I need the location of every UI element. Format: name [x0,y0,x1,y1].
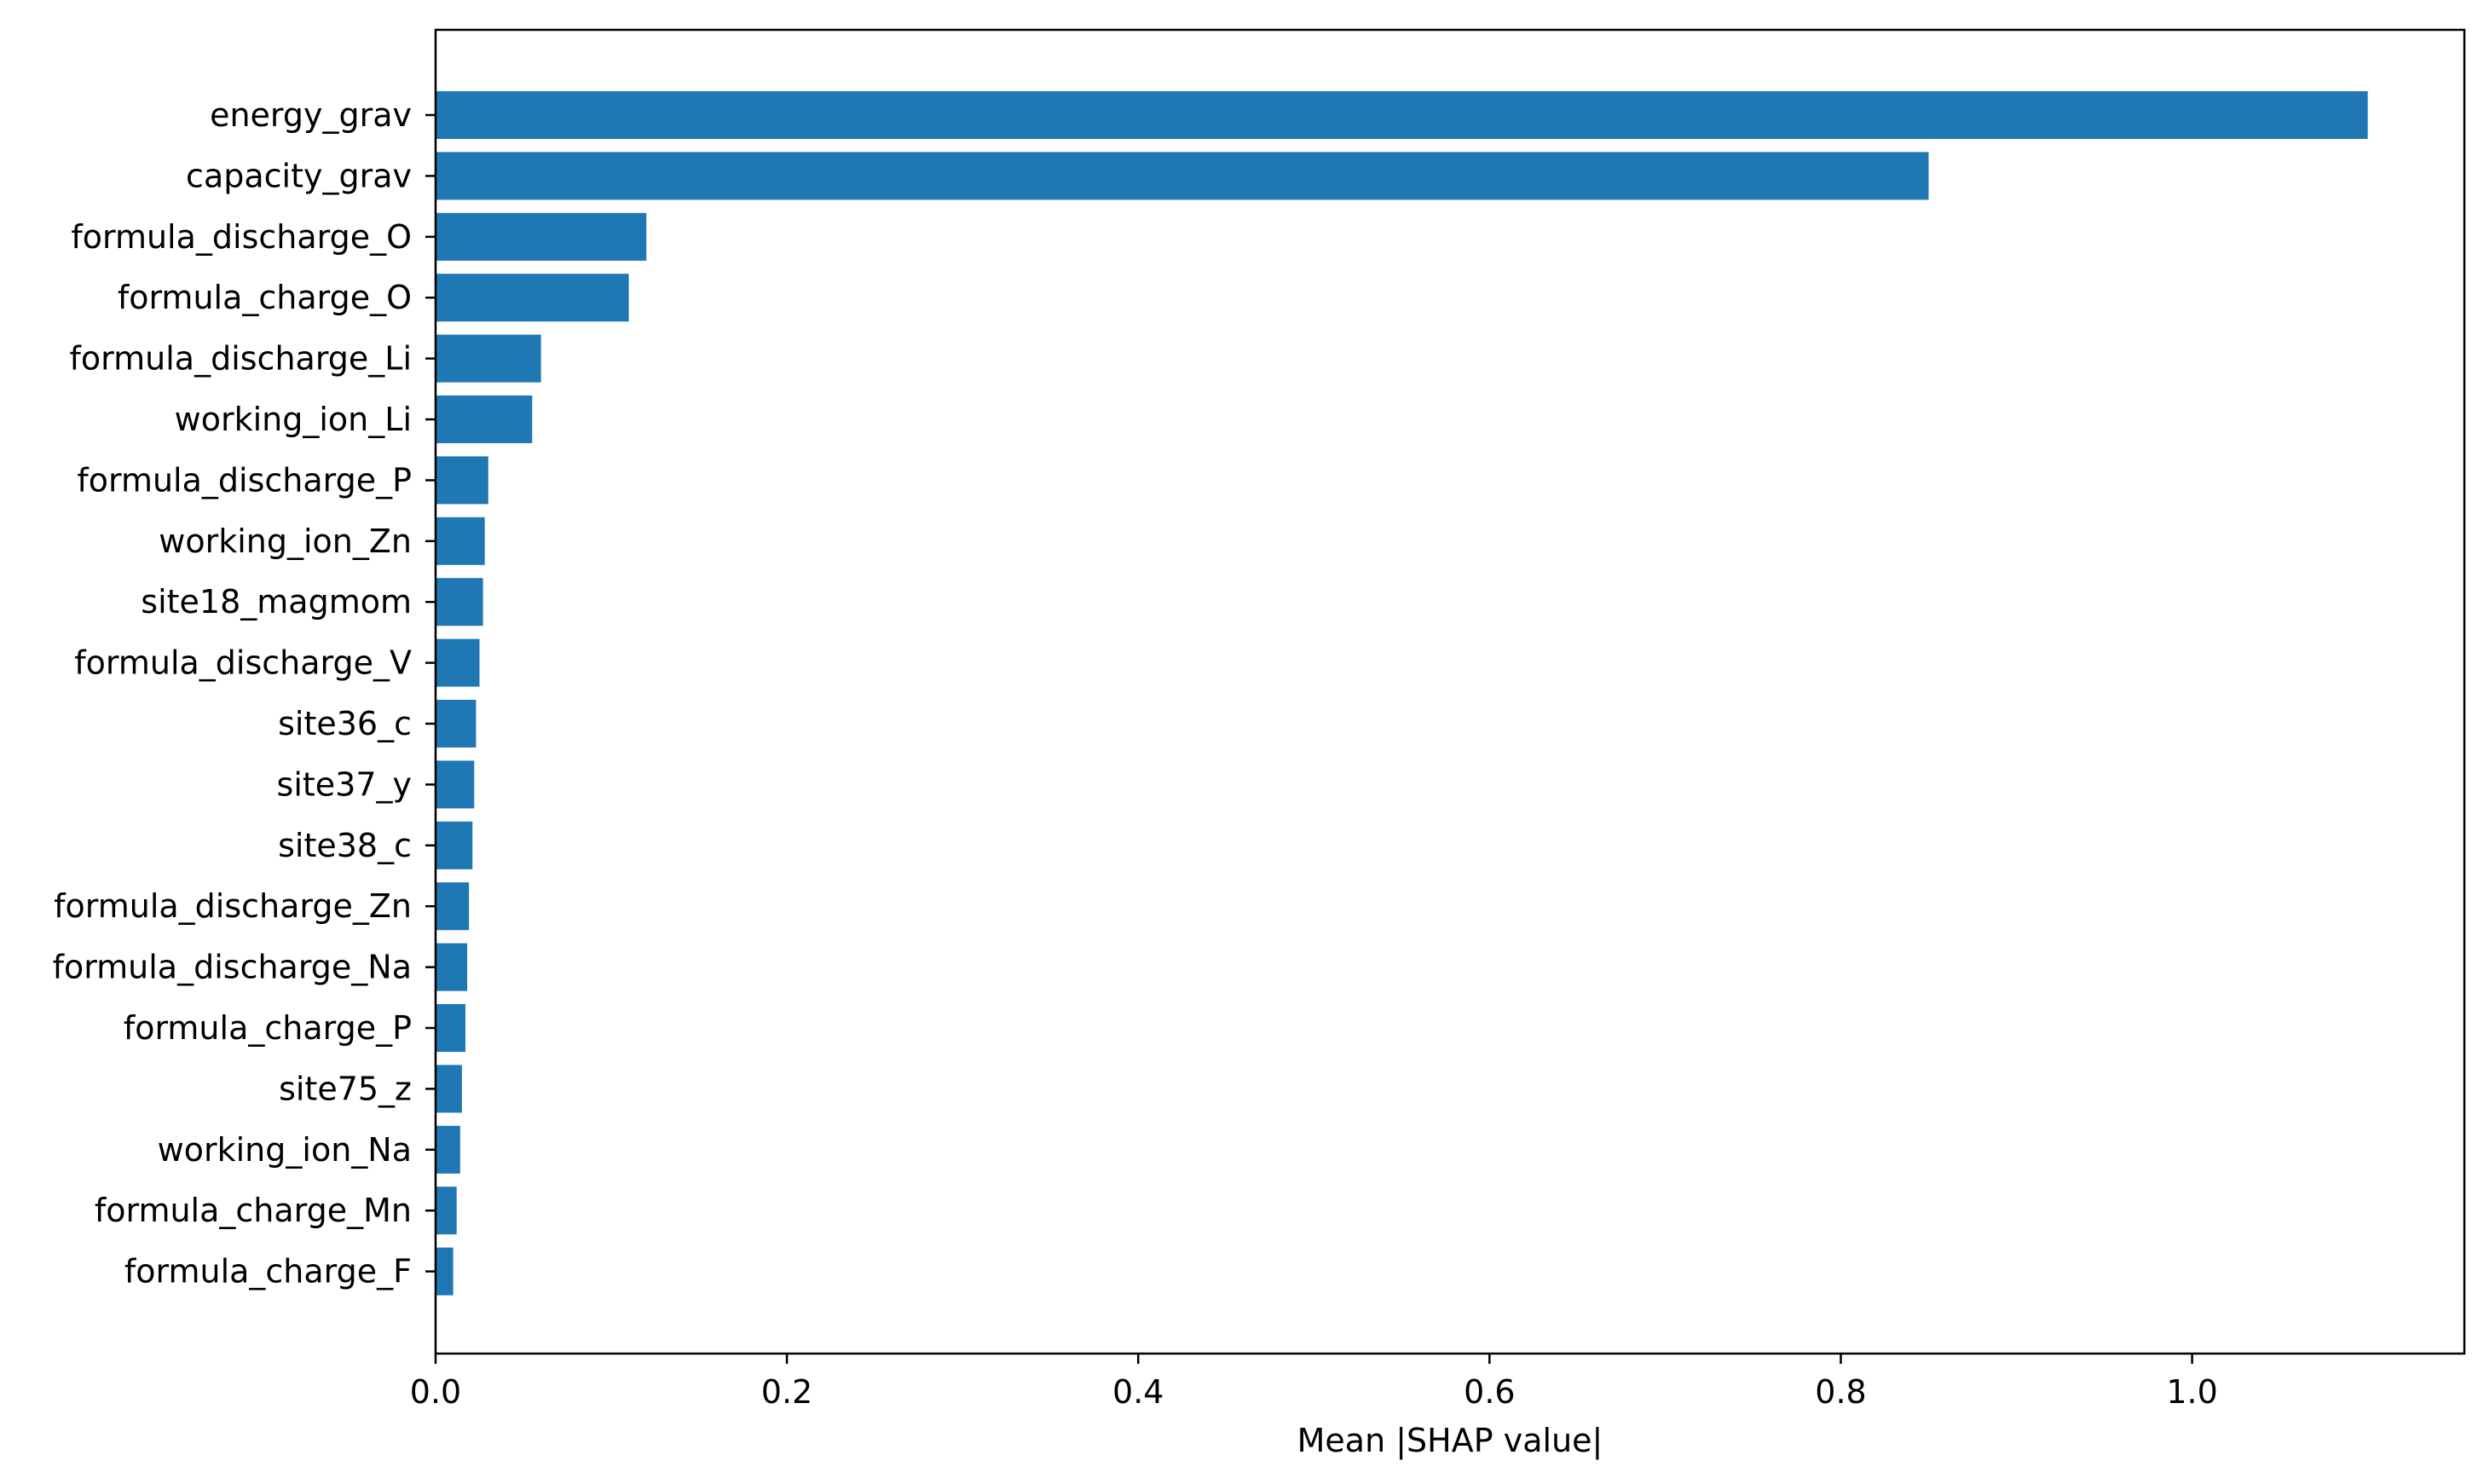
y-tick-label: formula_charge_F [124,1253,412,1291]
x-tick-label: 0.8 [1815,1373,1866,1411]
y-tick-label: formula_discharge_V [74,644,412,682]
y-tick-label: working_ion_Na [158,1131,412,1169]
bar-formula_charge_F [436,1247,453,1296]
y-tick-label: formula_charge_O [118,279,412,316]
x-tick-label: 0.6 [1464,1373,1515,1411]
plot-frame [434,28,2466,1355]
bar-formula_discharge_O [436,212,647,261]
y-tick-label: site75_z [279,1070,412,1107]
x-axis-label: Mean |SHAP value| [1297,1422,1603,1460]
y-tick-label: site37_y [277,765,412,803]
x-tick-label: 0.4 [1112,1373,1164,1411]
y-tick-label: working_ion_Zn [159,523,412,560]
bar-formula_charge_P [436,1004,466,1052]
bar-formula_discharge_P [436,456,488,505]
y-tick-label: capacity_grav [186,157,412,194]
bar-formula_discharge_Li [436,334,541,383]
x-tick-label: 0.0 [410,1373,461,1411]
y-tick-label: site18_magmom [141,583,412,621]
y-axis: energy_grav capacity_grav formula_discharg… [53,96,436,1291]
bars-layer [436,91,2368,1296]
x-axis: 0.0 0.2 0.4 0.6 0.8 1.0 [410,1354,2218,1411]
bar-formula_discharge_Na [436,943,468,991]
y-tick-label: formula_discharge_Zn [54,887,412,925]
bar-site75_z [436,1065,462,1113]
y-tick-label: formula_discharge_P [77,461,412,499]
y-tick-label: formula_discharge_O [71,218,412,256]
bar-working_ion_Zn [436,517,485,565]
y-tick-label: energy_grav [210,96,412,134]
bar-working_ion_Li [436,396,533,443]
bar-site37_y [436,760,475,809]
bar-capacity_grav [436,152,1929,200]
x-tick-label: 0.2 [761,1373,812,1411]
bar-site18_magmom [436,578,483,627]
y-tick-label: site36_c [278,705,412,742]
y-tick-label: formula_discharge_Na [53,949,412,986]
bar-energy_grav [436,91,2368,139]
y-tick-label: formula_charge_Mn [95,1192,412,1229]
bar-formula_charge_O [436,274,629,322]
bar-working_ion_Na [436,1125,460,1174]
y-tick-label: working_ion_Li [175,401,412,438]
bar-formula_charge_Mn [436,1187,457,1235]
bar-site36_c [436,700,477,748]
bar-formula_discharge_V [436,638,480,687]
y-tick-label: formula_discharge_Li [70,340,412,378]
y-tick-label: site38_c [278,827,412,864]
y-tick-label: formula_charge_P [124,1009,412,1047]
bar-site38_c [436,821,473,869]
x-tick-label: 1.0 [2166,1373,2217,1411]
bar-formula_discharge_Zn [436,882,470,931]
